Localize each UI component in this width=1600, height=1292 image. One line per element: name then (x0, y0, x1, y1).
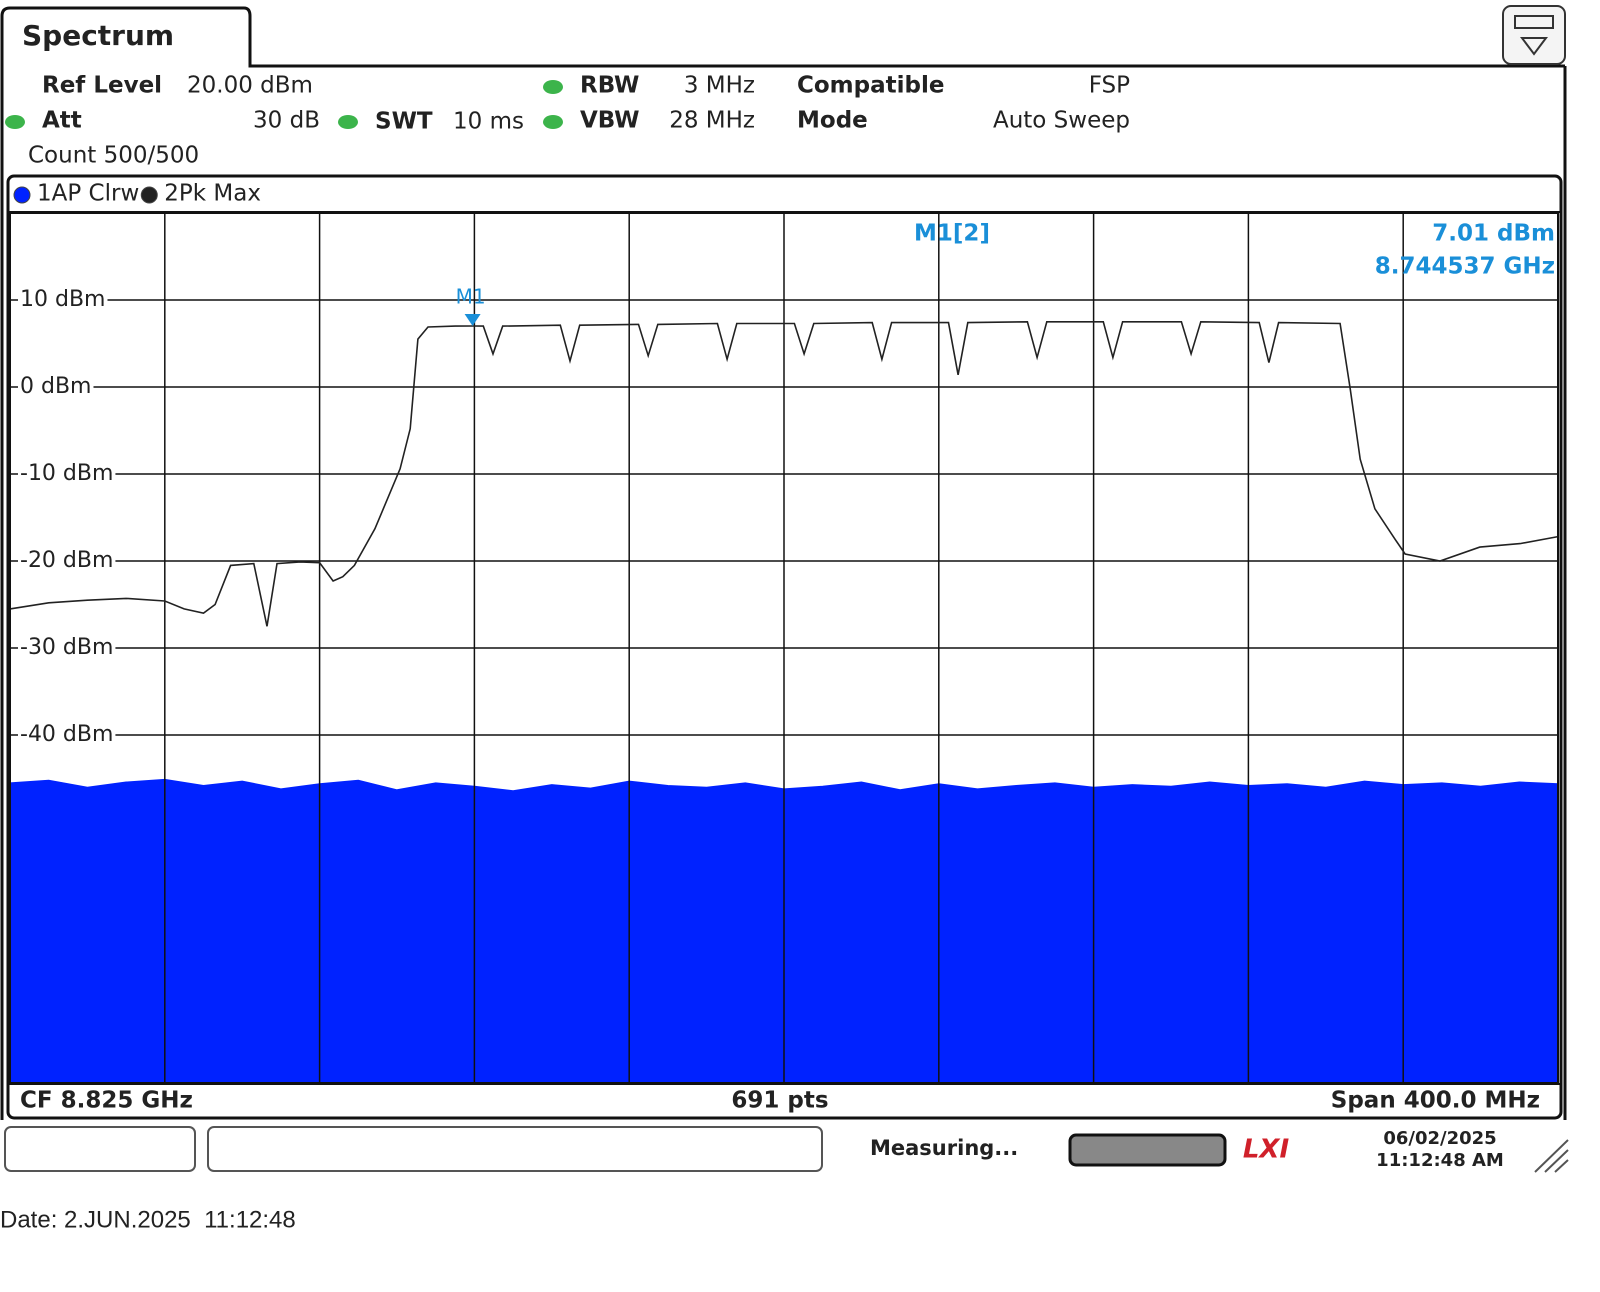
resize-grip (1534, 1139, 1569, 1173)
status-dot (543, 80, 563, 94)
legend-entry: 1AP Clrw (37, 181, 139, 207)
count: Count 500/500 (28, 143, 199, 169)
points: 691 pts (731, 1088, 828, 1114)
menu-icon (1514, 15, 1554, 29)
setting-value: 30 dB (253, 108, 320, 134)
marker-readout-name: M1[2] (914, 221, 990, 247)
tick-label-bg (18, 548, 116, 573)
status-time: 11:12:48 AM (1376, 1150, 1504, 1171)
center-frequency: CF 8.825 GHz (20, 1088, 193, 1114)
tick-label-bg (18, 722, 116, 747)
setting-value: 3 MHz (684, 73, 755, 99)
legend-entry: 2Pk Max (164, 181, 261, 207)
y-tick-label: -40 dBm (20, 722, 113, 747)
span: Span 400.0 MHz (1331, 1088, 1540, 1114)
tab-frame (0, 6, 1565, 68)
marker (464, 314, 481, 327)
plot: 10 dBm 0 dBm -10 dBm -20 dBm -30 dBm -40 dBm M… (9, 213, 1559, 1084)
setting-label: Ref Level (42, 73, 162, 99)
setting-value: Auto Sweep (993, 108, 1130, 134)
setting-label: Mode (797, 108, 868, 134)
y-tick-label: -10 dBm (20, 461, 113, 486)
lxi-logo: LXI (1243, 1135, 1290, 1165)
status-dot (5, 115, 25, 129)
setting-value: 20.00 dBm (187, 73, 313, 99)
tab-title: Spectrum (22, 19, 174, 52)
menu-icon (1520, 37, 1548, 56)
setting-label: RBW (580, 73, 639, 99)
footer-date: Date: 2.JUN.2025 11:12:48 (0, 1206, 296, 1233)
status-field (4, 1126, 196, 1172)
marker-readout-frequency: 8.744537 GHz (1375, 254, 1555, 280)
setting-label: Att (42, 108, 82, 134)
tick-label-bg (18, 287, 108, 312)
setting-value: 28 MHz (669, 108, 755, 134)
y-tick-label: -20 dBm (20, 548, 113, 573)
trace-line (9, 320, 1559, 627)
menu-button[interactable] (1502, 5, 1566, 65)
tick-label-bg (18, 461, 116, 486)
marker-readout-level: 7.01 dBm (1432, 221, 1555, 247)
setting-value: FSP (1089, 73, 1130, 99)
status-field (207, 1126, 823, 1172)
legend-dot (140, 186, 158, 204)
y-tick-label: -30 dBm (20, 635, 113, 660)
y-tick-label: 10 dBm (20, 287, 105, 312)
tick-label-bg (18, 374, 94, 399)
status-date: 06/02/2025 (1383, 1128, 1496, 1149)
setting-value: 10 ms (453, 109, 524, 135)
setting-label: VBW (580, 108, 639, 134)
progress-bar (1068, 1133, 1227, 1167)
measuring-state: Measuring... (870, 1136, 1018, 1160)
y-tick-label: 0 dBm (20, 374, 91, 399)
status-dot (543, 115, 563, 129)
setting-label: SWT (375, 109, 433, 135)
setting-label: Compatible (797, 73, 944, 99)
status-dot (338, 115, 358, 129)
tick-label-bg (18, 635, 116, 660)
marker-label: M1 (456, 285, 486, 309)
legend-dot (13, 186, 31, 204)
